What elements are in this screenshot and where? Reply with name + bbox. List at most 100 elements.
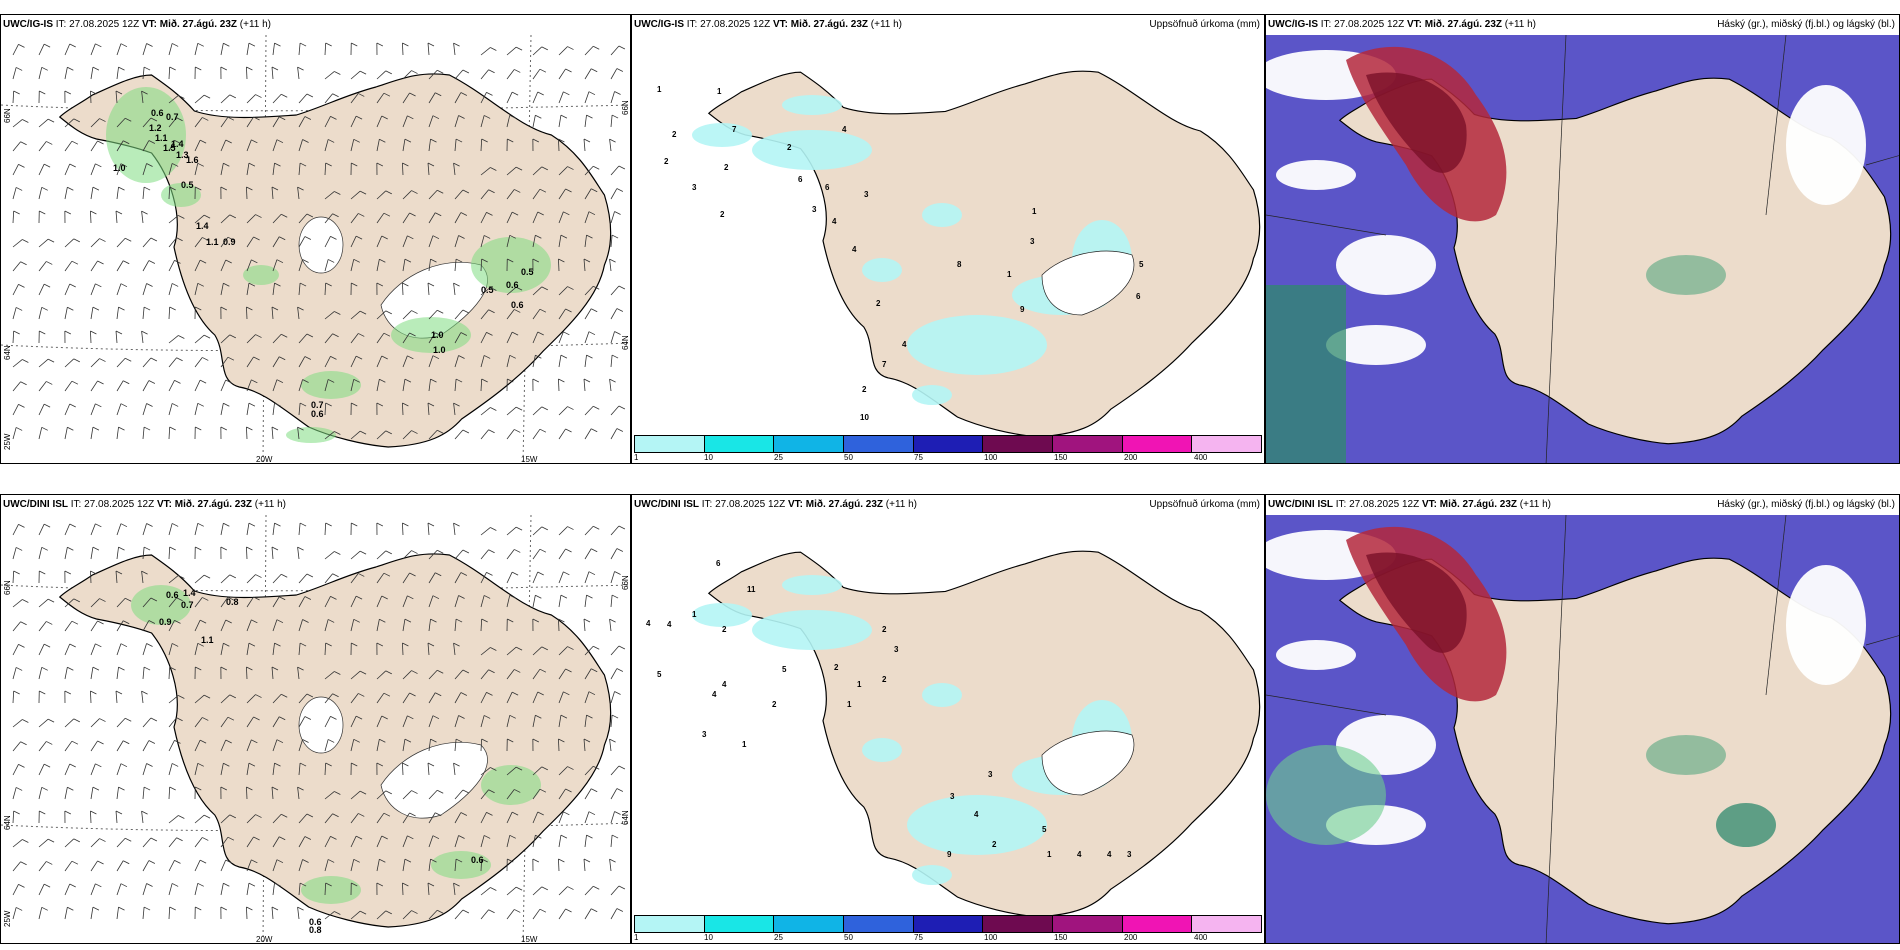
panel-header: UWC/DINI ISL IT: 27.08.2025 12Z VT: Mið.… [634,499,918,510]
precip-amount-label: 2 [876,299,881,308]
precip-amount-label: 5 [1139,260,1144,269]
precip-amount-label: 3 [1030,237,1035,246]
precip-amount-label: 1 [1007,270,1012,279]
precip-amount-label: 4 [1107,850,1112,859]
panel-header: UWC/IG-IS IT: 27.08.2025 12Z VT: Mið. 27… [1268,19,1537,30]
legend-tick-label: 200 [1124,453,1138,462]
precip-amount-label: 9 [947,850,952,859]
legend-tick-label: 50 [844,933,853,942]
cloud-map [1266,34,1899,463]
legend-swatch [1053,436,1123,452]
precip-amount-label: 4 [712,690,717,699]
cloud-title: Háský (gr.), miðský (fj.bl.) og lágský (… [1717,19,1895,30]
wind-speed-label: 1.0 [433,345,446,355]
wind-speed-label: 0.6 [506,280,519,290]
wind-speed-label: 1.1 [201,635,214,645]
precip-map-panel-ig: UWC/IG-IS IT: 27.08.2025 12Z VT: Mið. 27… [631,14,1265,464]
wind-speed-label: 1.3 [176,150,189,160]
precip-amount-label: 10 [860,413,869,422]
panel-header: UWC/IG-IS IT: 27.08.2025 12Z VT: Mið. 27… [3,19,272,30]
precip-amount-label: 1 [1032,207,1037,216]
legend-tick-label: 400 [1194,453,1208,462]
wind-speed-label: 1.4 [171,139,184,149]
legend-tick-label: 1 [634,933,639,942]
precip-amount-label: 4 [974,810,979,819]
precip-amount-label: 9 [1020,305,1025,314]
legend-tick-label: 1 [634,453,639,462]
wind-speed-label: 1.6 [186,155,199,165]
precip-amount-label: 1 [742,740,747,749]
legend-colorbar [634,435,1262,453]
precip-title: Uppsöfnuð úrkoma (mm) [1149,499,1260,510]
wind-speed-label: 1.1 [206,237,219,247]
legend-tick-label: 100 [984,453,998,462]
precip-title: Uppsöfnuð úrkoma (mm) [1149,19,1260,30]
wind-speed-label: 1.4 [196,221,209,231]
legend-swatch [1192,436,1262,452]
cloud-map-panel-ig: UWC/IG-IS IT: 27.08.2025 12Z VT: Mið. 27… [1265,14,1900,464]
panel-header: UWC/DINI ISL IT: 27.08.2025 12Z VT: Mið.… [3,499,287,510]
wind-map-panel-dini: UWC/DINI ISL IT: 27.08.2025 12Z VT: Mið.… [0,494,631,944]
legend-swatch [844,916,914,932]
wind-speed-label: 0.6 [151,108,164,118]
precip-amount-label: 5 [1042,825,1047,834]
wind-speed-label: 1.4 [183,588,196,598]
wind-speed-label: 0.7 [166,112,179,122]
legend-swatch [774,436,845,452]
precip-amount-label: 2 [720,210,725,219]
precip-amount-label: 2 [664,157,669,166]
legend-tick-label: 100 [984,933,998,942]
precip-amount-label: 4 [852,245,857,254]
legend-tick-label: 200 [1124,933,1138,942]
wind-speed-label: 0.6 [309,917,322,927]
legend-swatch [983,436,1054,452]
lat-label: 64N [621,810,630,825]
wind-speed-label: 0.8 [309,925,322,935]
precip-amount-label: 1 [657,85,662,94]
precip-amount-label: 3 [988,770,993,779]
wind-speed-label: 1.0 [431,330,444,340]
panel-header: UWC/DINI ISL IT: 27.08.2025 12Z VT: Mið.… [1268,499,1552,510]
precip-amount-label: 2 [672,130,677,139]
legend-swatch [913,436,984,452]
precip-amount-label: 4 [1077,850,1082,859]
lat-label: 64N [621,335,630,350]
precip-amount-label: 1 [847,700,852,709]
precip-amount-label: 6 [1136,292,1141,301]
precip-amount-label: 4 [902,340,907,349]
legend-tick-label: 75 [914,453,923,462]
wind-speed-label: 1.5 [163,143,176,153]
legend-swatch [1122,436,1193,452]
wind-speed-label: 0.8 [226,597,239,607]
wind-map [1,514,630,943]
lon-label: 25W [3,910,12,927]
precip-amount-label: 4 [667,620,672,629]
precip-amount-label: 7 [732,125,737,134]
legend-colorbar [634,915,1262,933]
precip-amount-label: 1 [1047,850,1052,859]
cloud-map [1266,514,1899,943]
lon-label: 25W [3,433,12,450]
lat-label: 64N [3,815,12,830]
legend-tick-label: 400 [1194,933,1208,942]
precip-amount-label: 3 [1127,850,1132,859]
wind-speed-label: 0.6 [511,300,524,310]
precip-amount-label: 4 [722,680,727,689]
cloud-title: Háský (gr.), miðský (fj.bl.) og lágský (… [1717,499,1895,510]
panel-header: UWC/IG-IS IT: 27.08.2025 12Z VT: Mið. 27… [634,19,903,30]
precip-amount-label: 6 [716,559,721,568]
precip-legend: 1 10 25 50 75 100 150 200 400 [632,913,1264,943]
precip-amount-label: 2 [772,700,777,709]
wind-speed-label: 1.0 [113,163,126,173]
legend-swatch [844,436,914,452]
precip-amount-label: 8 [957,260,962,269]
precip-amount-label: 3 [864,190,869,199]
lat-label: 66N [621,100,630,115]
precip-map [692,70,1261,435]
legend-swatch [774,916,845,932]
legend-swatch [1053,916,1123,932]
precip-amount-label: 6 [825,183,830,192]
precip-amount-label: 11 [747,585,756,594]
wind-speed-label: 0.6 [471,855,484,865]
cloud-map-panel-dini: UWC/DINI ISL IT: 27.08.2025 12Z VT: Mið.… [1265,494,1900,944]
